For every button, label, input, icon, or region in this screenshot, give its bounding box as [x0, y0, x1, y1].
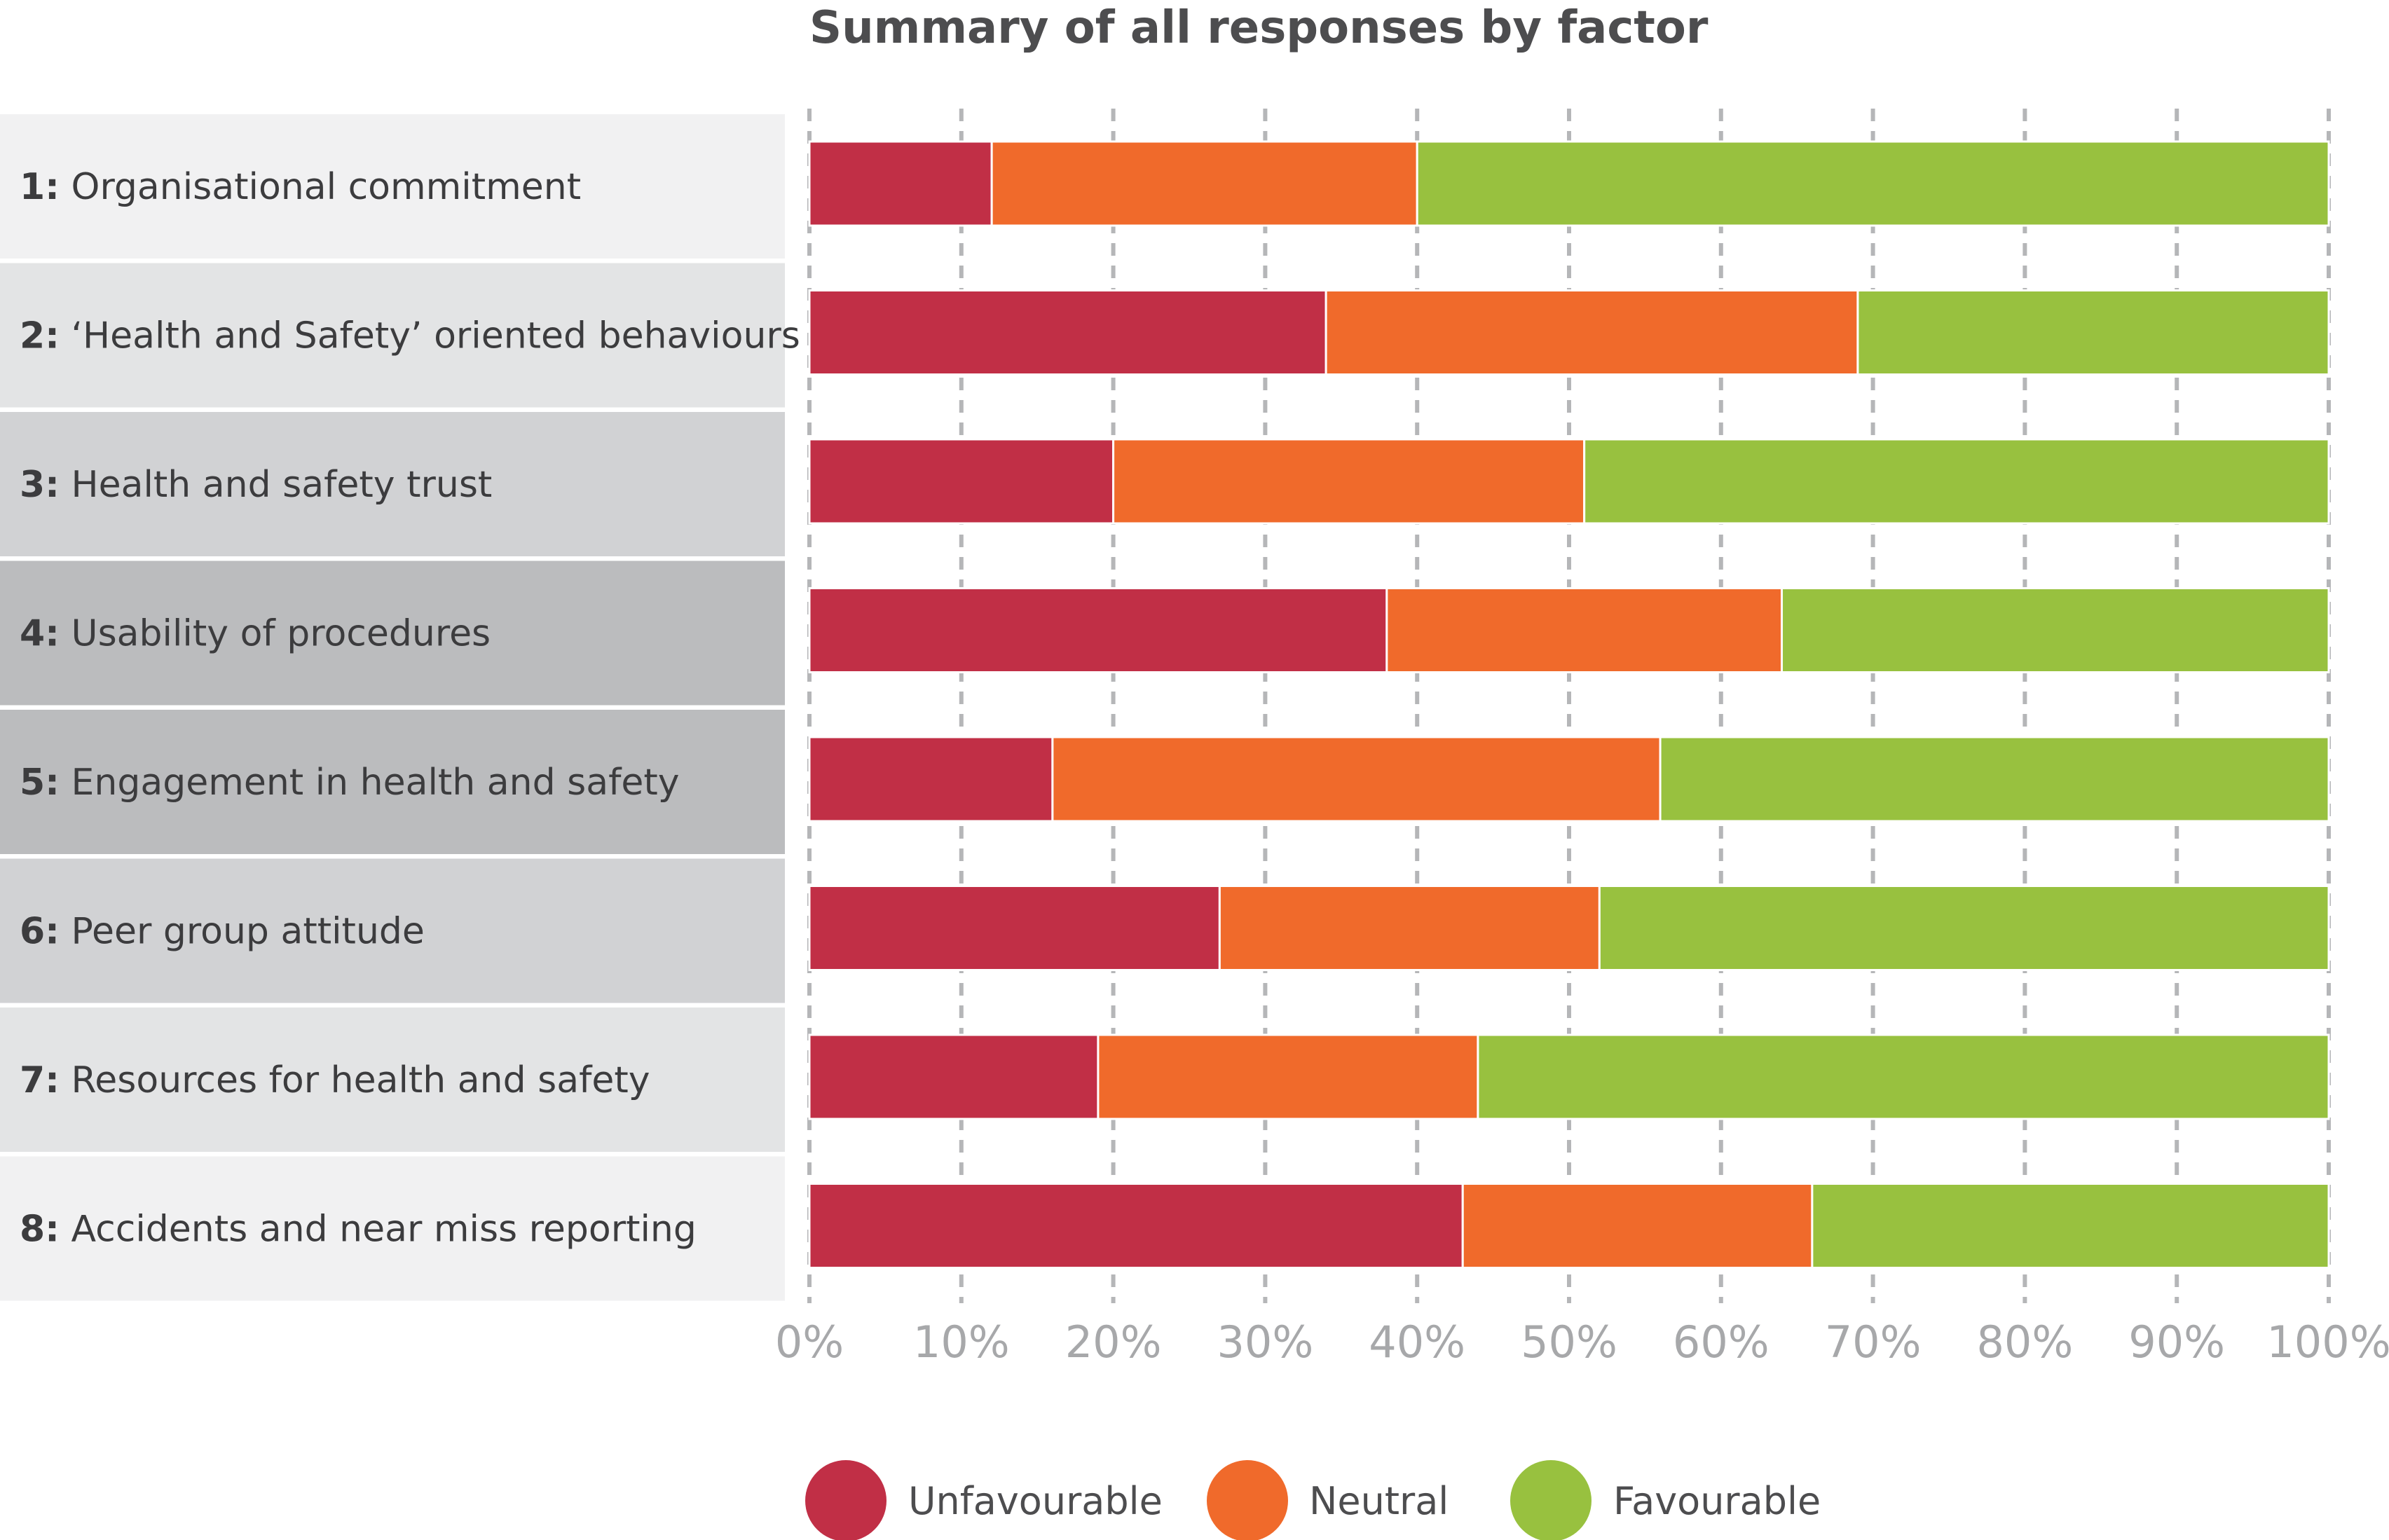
- legend-swatch: [805, 1460, 887, 1540]
- row-label-number: 2:: [20, 315, 60, 357]
- row-label-text: Health and safety trust: [60, 464, 492, 506]
- legend-swatch: [1510, 1460, 1591, 1540]
- row-label-number: 7:: [20, 1059, 60, 1101]
- x-tick-label: 80%: [1976, 1316, 2073, 1368]
- row-label-text: Engagement in health and safety: [60, 762, 680, 804]
- legend-label: Favourable: [1613, 1479, 1821, 1523]
- bar-segment-unfavourable: [808, 140, 993, 227]
- x-tick-label: 60%: [1673, 1316, 1769, 1368]
- row-label: 3: Health and safety trust: [20, 464, 492, 506]
- bar-segment-favourable: [1598, 885, 2330, 971]
- bar-segment-unfavourable: [808, 1033, 1100, 1120]
- row-label: 1: Organisational commitment: [20, 166, 581, 208]
- bar-segment-unfavourable: [808, 885, 1221, 971]
- gridlines: [807, 109, 2331, 1303]
- x-tick-label: 20%: [1065, 1316, 1162, 1368]
- row-label-number: 8:: [20, 1209, 60, 1251]
- row-label-bg: [0, 858, 785, 1003]
- row-label-text: Accidents and near miss reporting: [60, 1209, 697, 1251]
- bar-segment-favourable: [1477, 1033, 2330, 1120]
- row-label: 4: Usability of procedures: [20, 613, 491, 655]
- bar-segment-unfavourable: [808, 1183, 1464, 1269]
- row-label-bg: [0, 1156, 785, 1301]
- bar-segment-favourable: [1781, 587, 2330, 673]
- bar-segment-neutral: [1218, 885, 1601, 971]
- x-tick-label: 50%: [1521, 1316, 1617, 1368]
- bar-segment-unfavourable: [808, 587, 1388, 673]
- bar-segment-neutral: [1385, 587, 1784, 673]
- row-label: 5: Engagement in health and safety: [20, 762, 680, 804]
- row-label-bg: [0, 561, 785, 706]
- legend: Unfavourable Neutral Favourable: [805, 1460, 1821, 1540]
- bar-segment-unfavourable: [808, 736, 1054, 823]
- row-label-bg: [0, 263, 785, 408]
- x-tick-label: 30%: [1217, 1316, 1313, 1368]
- x-tick-label: 0%: [775, 1316, 844, 1368]
- row-label-text: Organisational commitment: [60, 166, 581, 208]
- row-label: 2: ‘Health and Safety’ oriented behaviou…: [20, 315, 800, 357]
- bar-segment-favourable: [1659, 736, 2330, 823]
- row-label-number: 6:: [20, 911, 60, 953]
- row-label-number: 4:: [20, 613, 60, 655]
- legend-label: Neutral: [1309, 1479, 1449, 1523]
- bar-segment-favourable: [1856, 289, 2330, 376]
- legend-label: Unfavourable: [908, 1479, 1163, 1523]
- x-tick-label: 100%: [2266, 1316, 2389, 1368]
- bar-segment-favourable: [1583, 438, 2330, 525]
- row-label-number: 3:: [20, 464, 60, 506]
- row-label-bg: [0, 710, 785, 854]
- bar-segment-neutral: [1112, 438, 1586, 525]
- row-label-number: 1:: [20, 166, 60, 208]
- row-label-bg: [0, 1008, 785, 1152]
- row-label-bg: [0, 412, 785, 556]
- bar-segment-favourable: [1416, 140, 2330, 227]
- row-label: 7: Resources for health and safety: [20, 1059, 650, 1101]
- row-label-text: Usability of procedures: [60, 613, 491, 655]
- bar-segment-unfavourable: [808, 289, 1327, 376]
- row-labels: 1: Organisational commitment 2: ‘Health a…: [20, 166, 800, 1251]
- bar-segment-neutral: [1324, 289, 1859, 376]
- bar-segment-neutral: [990, 140, 1418, 227]
- x-axis-ticks: 0% 10% 20% 30% 40% 50% 60% 70% 80% 90% 100%: [775, 1316, 2389, 1368]
- row-label: 8: Accidents and near miss reporting: [20, 1209, 697, 1251]
- row-label-text: ‘Health and Safety’ oriented behaviours: [60, 315, 800, 357]
- bar-segment-unfavourable: [808, 438, 1115, 525]
- chart-title: Summary of all responses by factor: [809, 2, 1709, 54]
- x-tick-label: 90%: [2128, 1316, 2225, 1368]
- row-label-text: Peer group attitude: [60, 911, 425, 953]
- row-label-bg: [0, 114, 785, 259]
- x-tick-label: 70%: [1825, 1316, 1922, 1368]
- legend-swatch: [1207, 1460, 1288, 1540]
- x-tick-label: 40%: [1369, 1316, 1465, 1368]
- bars: [808, 140, 2330, 1269]
- bar-segment-favourable: [1811, 1183, 2330, 1269]
- bar-segment-neutral: [1051, 736, 1662, 823]
- row-label-text: Resources for health and safety: [60, 1059, 650, 1101]
- row-label: 6: Peer group attitude: [20, 911, 425, 953]
- row-label-backgrounds: [0, 114, 785, 1301]
- row-label-number: 5:: [20, 762, 60, 804]
- x-tick-label: 10%: [913, 1316, 1010, 1368]
- bar-segment-neutral: [1097, 1033, 1479, 1120]
- bar-segment-neutral: [1461, 1183, 1814, 1269]
